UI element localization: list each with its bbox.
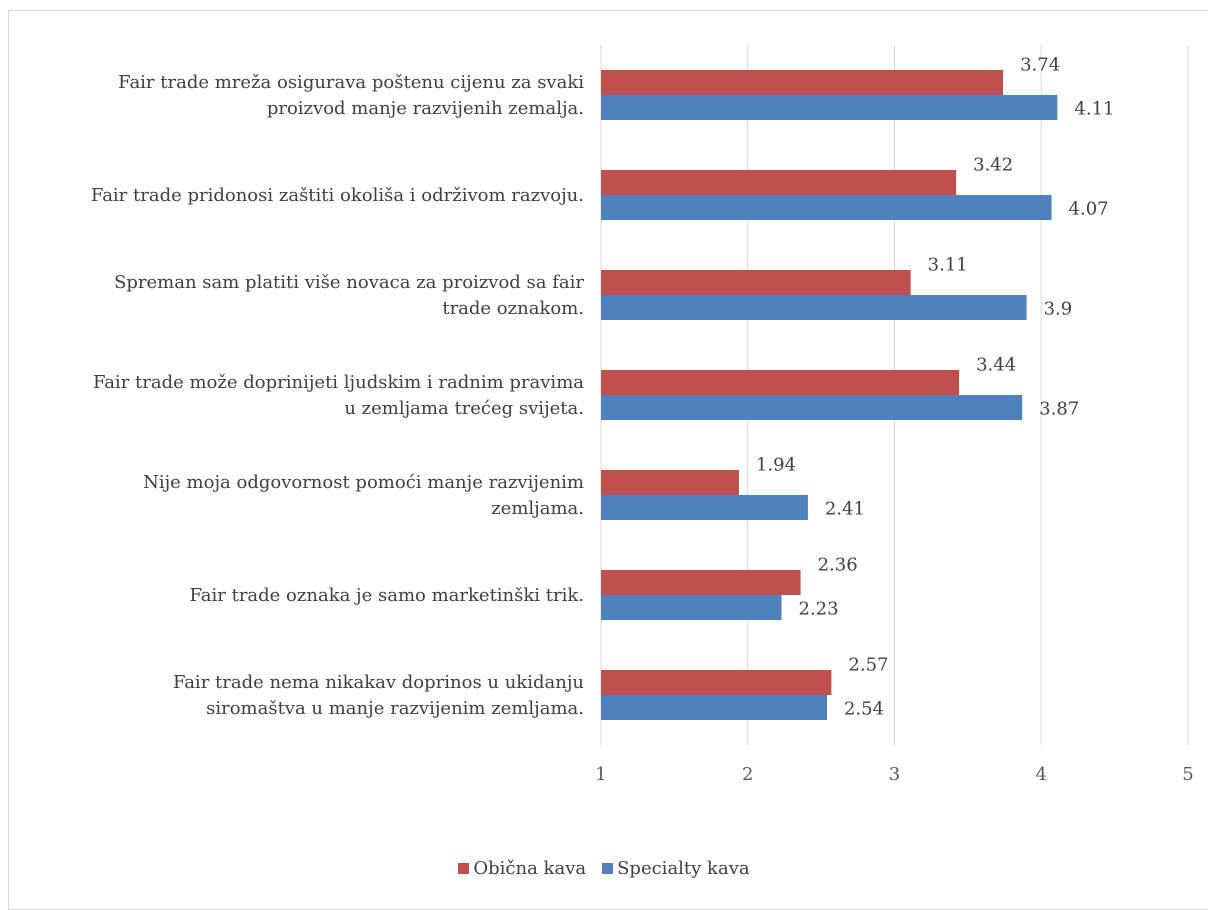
category-label-line: zemljama. <box>491 498 584 519</box>
data-label: 2.23 <box>799 599 839 620</box>
x-tick-label: 4 <box>1036 764 1047 785</box>
data-label: 2.54 <box>844 699 884 720</box>
chart-frame <box>8 10 1208 910</box>
bar <box>601 95 1058 120</box>
data-label: 2.57 <box>848 655 888 676</box>
data-label: 4.11 <box>1074 99 1114 120</box>
bar <box>601 470 739 495</box>
bar <box>601 295 1027 320</box>
bar <box>601 370 960 395</box>
x-tick-label: 2 <box>742 764 753 785</box>
bar <box>601 570 801 595</box>
data-label: 2.36 <box>818 555 858 576</box>
category-label: Spreman sam platiti više novaca za proiz… <box>114 272 584 319</box>
category-label-line: siromaštva u manje razvijenim zemljama. <box>206 698 584 719</box>
x-tick-label: 1 <box>595 764 606 785</box>
category-label: Fair trade oznaka je samo marketinški tr… <box>190 585 585 606</box>
bar <box>601 170 957 195</box>
legend-swatch-specialty <box>602 863 614 874</box>
x-tick-label: 3 <box>889 764 900 785</box>
category-label: Fair trade nema nikakav doprinos u ukida… <box>173 672 584 719</box>
category-label-line: proizvod manje razvijenih zemalja. <box>267 98 584 119</box>
data-label: 3.9 <box>1044 299 1073 320</box>
bar <box>601 70 1004 95</box>
category-label-line: Spreman sam platiti više novaca za proiz… <box>114 272 584 293</box>
legend-item-specialty: Specialty kava <box>602 858 750 879</box>
data-label: 4.07 <box>1069 199 1109 220</box>
legend: Obična kava Specialty kava <box>0 858 1208 879</box>
bar <box>601 595 782 620</box>
data-label: 1.94 <box>756 455 796 476</box>
bar <box>601 395 1023 420</box>
category-label: Nije moja odgovornost pomoći manje razvi… <box>143 472 584 519</box>
data-label: 3.87 <box>1039 399 1079 420</box>
data-label: 3.74 <box>1020 55 1060 76</box>
bar <box>601 695 827 720</box>
bar <box>601 270 911 295</box>
bar <box>601 670 832 695</box>
category-label-line: Fair trade nema nikakav doprinos u ukida… <box>173 672 584 693</box>
category-label-line: Nije moja odgovornost pomoći manje razvi… <box>143 472 584 493</box>
legend-label-specialty: Specialty kava <box>617 858 750 879</box>
category-label-line: Fair trade mreža osigurava poštenu cijen… <box>118 72 584 93</box>
category-label-line: u zemljama trećeg svijeta. <box>344 398 584 419</box>
category-label-line: Fair trade oznaka je samo marketinški tr… <box>190 585 585 606</box>
category-label-line: Fair trade može doprinijeti ljudskim i r… <box>93 372 584 393</box>
category-label-line: Fair trade pridonosi zaštiti okoliša i o… <box>91 185 584 206</box>
data-label: 3.42 <box>973 155 1013 176</box>
x-tick-label: 5 <box>1182 764 1193 785</box>
data-label: 3.44 <box>976 355 1016 376</box>
data-label: 3.11 <box>928 255 968 276</box>
category-label: Fair trade mreža osigurava poštenu cijen… <box>118 72 584 119</box>
legend-label-obicna: Obična kava <box>473 858 587 879</box>
legend-swatch-obicna <box>458 863 470 874</box>
bar <box>601 495 808 520</box>
category-label-line: trade oznakom. <box>442 298 584 319</box>
bar <box>601 195 1052 220</box>
category-label: Fair trade pridonosi zaštiti okoliša i o… <box>91 185 584 206</box>
category-label: Fair trade može doprinijeti ljudskim i r… <box>93 372 584 419</box>
legend-item-obicna: Obična kava <box>458 858 586 879</box>
data-label: 2.41 <box>825 499 865 520</box>
